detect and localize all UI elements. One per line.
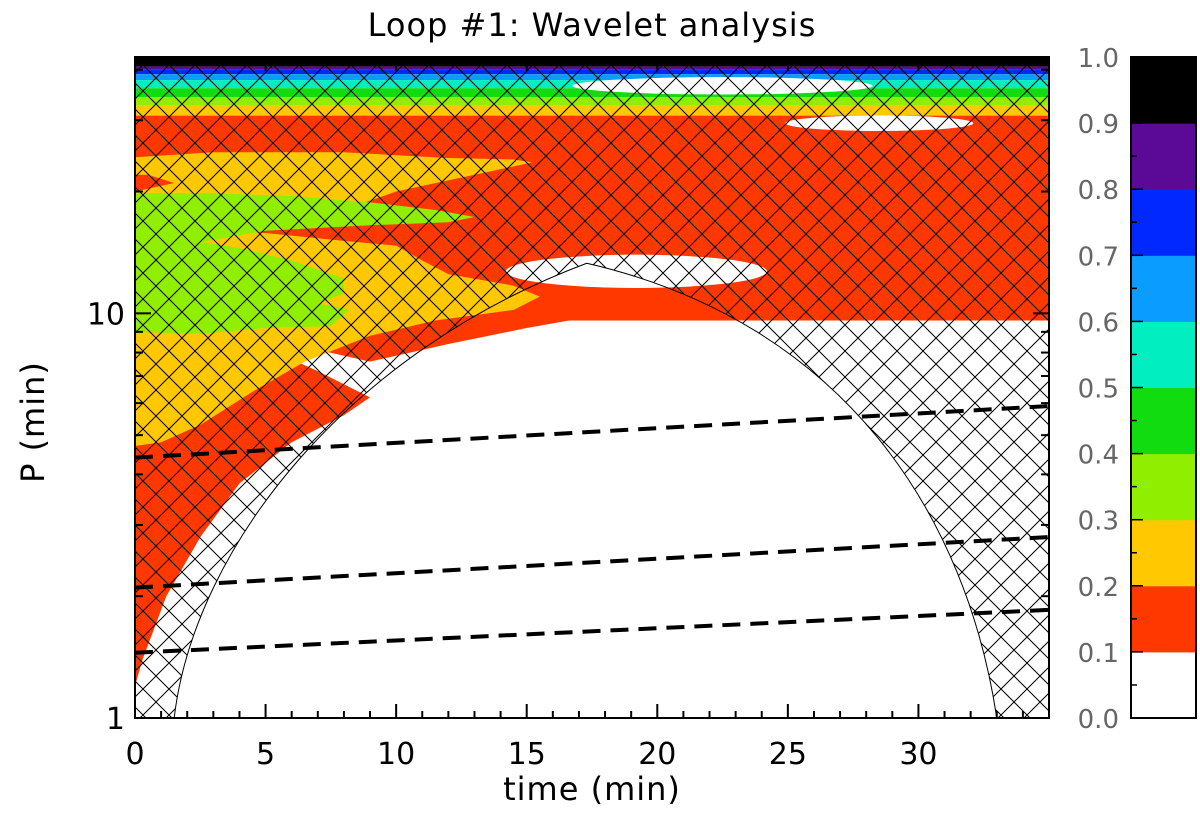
colorbar-label: 0.1 [1078, 639, 1119, 669]
axes: 0 5 10 15 20 25 30 1 10 [87, 56, 1050, 772]
dashed-line [135, 607, 1049, 655]
colorbar-segment [1131, 519, 1196, 587]
dashed-lines [135, 404, 1049, 655]
y-tick-label: 1 [106, 702, 125, 737]
colorbar-label: 0.7 [1078, 242, 1119, 272]
plot-area [135, 57, 1049, 718]
y-axis-label: P (min) [14, 361, 52, 483]
colorbar-segment [1131, 321, 1196, 388]
x-tick-label: 30 [899, 737, 937, 772]
x-axis-label: time (min) [503, 770, 681, 808]
colorbar-label: 0.4 [1078, 441, 1119, 471]
dashed-line [135, 404, 1049, 460]
x-tick-label: 25 [769, 737, 807, 772]
x-tick-label: 10 [377, 737, 415, 772]
colorbar-label: 0.9 [1078, 110, 1119, 140]
y-tick-label: 10 [87, 297, 125, 332]
colorbar-label: 0.3 [1078, 507, 1119, 537]
colorbar-label: 0.6 [1078, 308, 1119, 338]
colorbar-segment [1131, 453, 1196, 521]
colorbar-segment [1131, 57, 1196, 124]
colorbar-segment [1131, 123, 1196, 190]
x-tick-label: 15 [508, 737, 546, 772]
dashed-line [135, 535, 1049, 590]
cone-of-influence-curve [173, 262, 998, 718]
colorbar: 0.0 0.1 0.2 0.3 0.4 0.5 0.6 0.7 0.8 0.9 1.0 [1078, 44, 1197, 735]
chart-title: Loop #1: Wavelet analysis [368, 6, 817, 44]
x-tick-label: 20 [638, 737, 676, 772]
colorbar-label: 0.0 [1078, 705, 1119, 735]
cone-of-influence-hatch [135, 57, 1049, 718]
colorbar-segment [1131, 651, 1196, 719]
x-tick-label: 0 [125, 737, 144, 772]
colorbar-label: 0.5 [1078, 375, 1119, 405]
colorbar-segment [1131, 387, 1196, 455]
colorbar-label: 0.2 [1078, 573, 1119, 603]
colorbar-segment [1131, 255, 1196, 322]
colorbar-label: 0.8 [1078, 176, 1119, 206]
colorbar-segment [1131, 189, 1196, 256]
colorbar-label: 1.0 [1078, 44, 1119, 74]
x-tick-label: 5 [256, 737, 275, 772]
colorbar-segment [1131, 585, 1196, 653]
